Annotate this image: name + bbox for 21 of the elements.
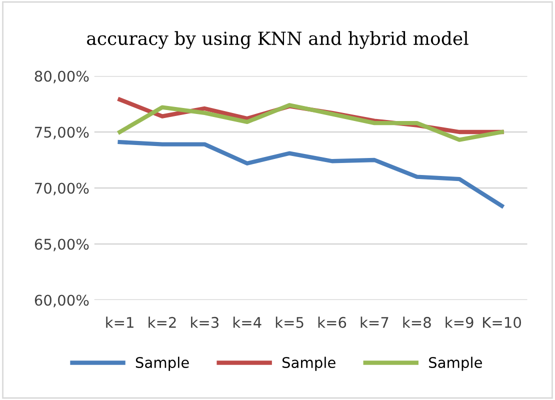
x-tick-label: k=3 — [191, 316, 218, 328]
y-tick-label: 80,00% — [34, 70, 89, 84]
x-tick-label: k=6 — [318, 316, 346, 328]
line-series — [118, 103, 504, 142]
x-tick-label: k=4 — [233, 316, 262, 328]
x-tick-label: K=10 — [483, 316, 521, 328]
x-tick-label: k=7 — [360, 316, 388, 328]
x-tick-label: k=1 — [106, 316, 134, 328]
x-tick-label: k=2 — [148, 316, 176, 328]
legend-label: Sample — [429, 356, 482, 371]
chart-title: accuracy by using KNN and hybrid model — [87, 31, 468, 49]
y-tick-label: 60,00% — [34, 294, 89, 308]
x-tick-label: k=8 — [403, 316, 431, 328]
legend-label: Sample — [282, 356, 336, 371]
x-tick-label: k=5 — [276, 316, 304, 328]
y-tick-label: 65,00% — [34, 238, 89, 252]
y-tick-label: 70,00% — [35, 182, 89, 196]
x-tick-label: k=9 — [446, 316, 474, 328]
legend-label: Sample — [136, 356, 189, 371]
line-series — [118, 140, 504, 208]
y-tick-label: 75,00% — [35, 126, 89, 140]
